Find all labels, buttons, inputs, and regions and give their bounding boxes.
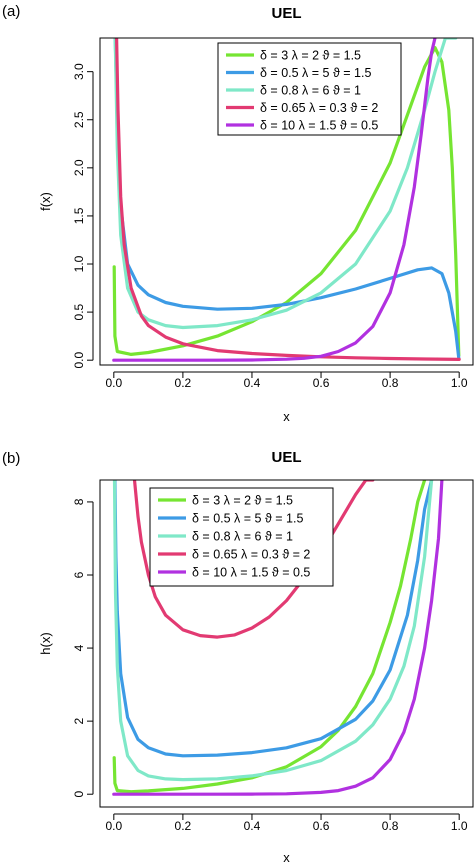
plot-frame — [99, 479, 474, 808]
y-tick-label: 4 — [72, 644, 86, 651]
legend-entry: δ = 0.65 λ = 0.3 ϑ = 2 — [260, 101, 378, 115]
legend-entry: δ = 0.5 λ = 5 ϑ = 1.5 — [260, 66, 371, 80]
chart-title: UEL — [272, 449, 302, 466]
y-tick-label: 0.5 — [72, 303, 86, 320]
x-tick-label: 1.0 — [451, 376, 468, 390]
legend: δ = 3 λ = 2 ϑ = 1.5 δ = 0.5 λ = 5 ϑ = 1.5… — [217, 42, 402, 136]
y-axis-label: f(x) — [38, 192, 53, 211]
series-group — [112, 480, 444, 796]
y-tick-label: 2.5 — [72, 111, 86, 128]
chart-title: UEL — [272, 5, 302, 22]
series-line-1 — [112, 45, 461, 357]
series-group — [112, 38, 461, 362]
x-tick-label: 0.6 — [313, 819, 330, 833]
series-line-1 — [112, 480, 427, 794]
plot-frame — [99, 37, 474, 366]
series-line-5 — [112, 480, 444, 796]
x-axis-label: x — [283, 850, 290, 865]
legend-entry: δ = 0.8 λ = 6 ϑ = 1 — [192, 530, 293, 544]
y-tick-label: 0 — [72, 791, 86, 798]
legend-entry: δ = 3 λ = 2 ϑ = 1.5 — [260, 49, 361, 63]
series-line-5 — [112, 38, 437, 362]
x-tick-label: 0.2 — [175, 819, 192, 833]
y-tick-label: 1.5 — [72, 207, 86, 224]
panel-a: (a) UEL 0.0 0.2 0.4 0.6 0.8 1.0 0.0 0.5 1.0 1.5 2.0 2… — [2, 3, 474, 424]
y-tick-label: 8 — [72, 498, 86, 505]
panel-label: (a) — [2, 3, 20, 20]
series-line-4 — [114, 38, 461, 361]
x-tick-label: 0.0 — [105, 819, 122, 833]
series-line-3 — [113, 38, 458, 330]
x-tick-label: 0.4 — [244, 819, 261, 833]
x-tick-label: 0.8 — [382, 376, 399, 390]
x-axis-label: x — [283, 409, 290, 424]
y-tick-label: 3.0 — [72, 63, 86, 80]
legend-entry: δ = 0.65 λ = 0.3 ϑ = 2 — [192, 548, 310, 562]
x-tick-label: 0.0 — [105, 376, 122, 390]
x-tick-label: 0.4 — [244, 376, 261, 390]
y-tick-label: 2 — [72, 717, 86, 724]
x-tick-label: 1.0 — [451, 819, 468, 833]
series-line-2 — [113, 480, 434, 758]
y-axis-label: h(x) — [38, 632, 53, 654]
panel-b: (b) UEL 0.0 0.2 0.4 0.6 0.8 1.0 0 2 4 6 8 x h(x) δ = 3 … — [2, 449, 474, 865]
legend-entry: δ = 3 λ = 2 ϑ = 1.5 — [192, 494, 293, 508]
legend-entry: δ = 10 λ = 1.5 ϑ = 0.5 — [192, 566, 310, 580]
legend: δ = 3 λ = 2 ϑ = 1.5 δ = 0.5 λ = 5 ϑ = 1.5… — [149, 487, 334, 587]
legend-entry: δ = 0.8 λ = 6 ϑ = 1 — [260, 84, 361, 98]
legend-entry: δ = 10 λ = 1.5 ϑ = 0.5 — [260, 119, 378, 133]
y-tick-label: 6 — [72, 571, 86, 578]
y-tick-label: 2.0 — [72, 159, 86, 176]
x-tick-label: 0.8 — [382, 819, 399, 833]
panel-label: (b) — [2, 450, 20, 467]
series-line-4 — [132, 480, 375, 639]
series-line-3 — [112, 480, 434, 782]
legend-entry: δ = 0.5 λ = 5 ϑ = 1.5 — [192, 512, 303, 526]
y-tick-label: 0.0 — [72, 352, 86, 369]
y-tick-label: 1.0 — [72, 255, 86, 272]
x-tick-label: 0.2 — [175, 376, 192, 390]
x-tick-label: 0.6 — [313, 376, 330, 390]
